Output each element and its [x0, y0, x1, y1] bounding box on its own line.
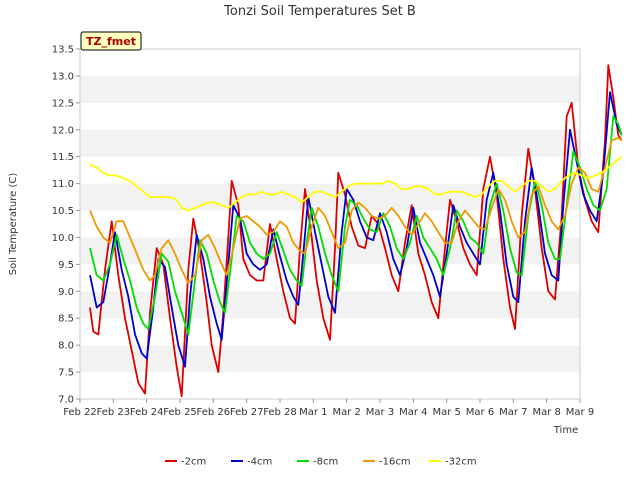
y-tick-label: 9.5: [58, 260, 74, 271]
grid-band: [80, 210, 580, 238]
y-tick-label: 8.0: [58, 341, 74, 352]
x-tick-label: Mar 2: [332, 407, 360, 418]
legend-label: -8cm: [313, 457, 338, 468]
series-line-8cmcm: [89, 115, 623, 336]
x-tick-label: Feb 28: [263, 407, 297, 418]
series-layer: [89, 64, 623, 398]
x-tick-label: Mar 7: [499, 407, 527, 418]
site-badge: TZ_fmet: [80, 31, 142, 51]
grid-band: [80, 156, 580, 184]
y-tick-label: 7.5: [58, 368, 74, 379]
grid-band: [80, 345, 580, 373]
grid-band: [80, 129, 580, 157]
site-badge-box: [80, 31, 142, 51]
legend-label: -4cm: [247, 457, 272, 468]
x-tick-label: Mar 9: [566, 407, 594, 418]
plot-background-bands: [80, 49, 580, 399]
legend: -2cm -4cm -8cm -16cm -32cm: [165, 457, 477, 468]
x-tick-label: Feb 26: [197, 407, 231, 418]
x-tick-label: Feb 22: [63, 407, 97, 418]
y-tick-label: 10.0: [52, 233, 74, 244]
y-axis-title: Soil Temperature (C): [8, 173, 19, 276]
x-tick-label: Mar 3: [366, 407, 394, 418]
series-line-4cmcm: [89, 91, 623, 368]
y-tick-label: 9.0: [58, 287, 74, 298]
legend-label: -16cm: [379, 457, 411, 468]
y-tick-label: 13.5: [52, 45, 74, 56]
y-tick-label: 7.0: [58, 395, 74, 406]
series-line-16cmcm: [89, 136, 623, 285]
chart-title: Tonzi Soil Temperatures Set B: [223, 4, 416, 19]
x-tick-label: Feb 24: [130, 407, 164, 418]
grid-band: [80, 237, 580, 265]
legend-label: -32cm: [445, 457, 477, 468]
grid-band: [80, 49, 580, 76]
x-tick-label: Mar 6: [466, 407, 494, 418]
grid-band: [80, 75, 580, 103]
y-tick-label: 12.5: [52, 98, 74, 109]
y-tick-label: 12.0: [52, 125, 74, 136]
legend-label: -2cm: [181, 457, 206, 468]
site-badge-label: TZ_fmet: [86, 35, 136, 48]
grid-band: [80, 291, 580, 319]
grid-band: [80, 372, 580, 399]
x-tick-label: Mar 8: [532, 407, 560, 418]
y-tick-label: 11.0: [52, 179, 74, 190]
x-tick-label: Feb 27: [230, 407, 264, 418]
x-tick-label: Feb 23: [97, 407, 131, 418]
y-tick-label: 11.5: [52, 152, 74, 163]
y-tick-label: 8.5: [58, 314, 74, 325]
x-axis-ticks: Feb 22 Feb 23 Feb 24 Feb 25 Feb 26 Feb 27 Feb …: [63, 399, 594, 418]
y-tick-label: 10.5: [52, 206, 74, 217]
y-tick-label: 13.0: [52, 71, 74, 82]
x-tick-label: Mar 4: [399, 407, 427, 418]
x-tick-label: Mar 5: [432, 407, 460, 418]
x-tick-label: Mar 1: [299, 407, 327, 418]
x-axis-title: Time: [553, 425, 578, 436]
grid-band: [80, 102, 580, 130]
y-axis-ticks: 7.0 7.5 8.0 8.5 9.0 9.5 10.0 10.5 11.0 11.5 12.0 12…: [52, 45, 80, 406]
plot-area-border: [79, 48, 581, 400]
series-line-32cmcm: [89, 155, 623, 212]
x-tick-label: Feb 25: [163, 407, 197, 418]
